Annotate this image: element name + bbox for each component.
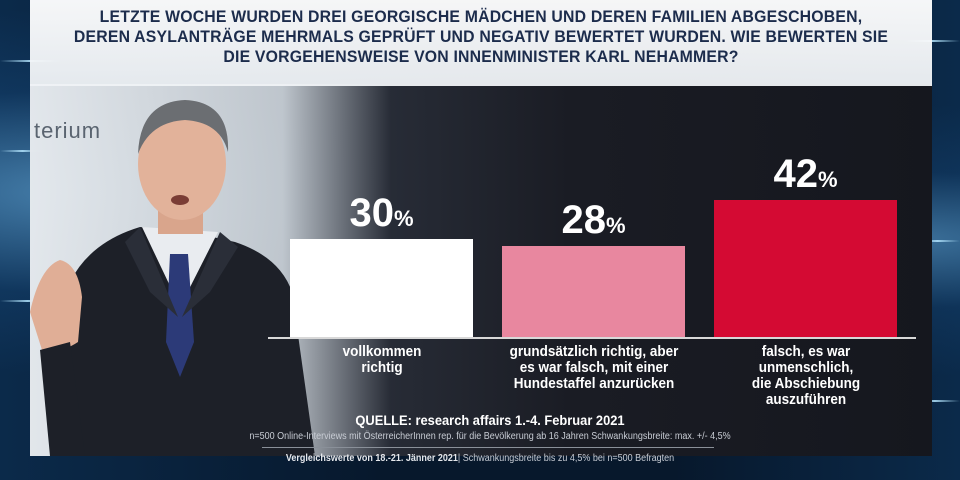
light-streak: [0, 150, 45, 152]
source-label: QUELLE: research affairs 1.-4. Februar 2…: [355, 412, 625, 428]
category-label: vollkommen richtig: [342, 343, 421, 376]
comparison-note: Vergleichswerte von 18.-21. Jänner 2021|…: [285, 453, 675, 464]
title-band: [30, 0, 932, 86]
light-streak: [910, 400, 960, 402]
light-streak: [0, 300, 55, 302]
value-label: 28%: [561, 198, 626, 242]
value-label: 30%: [349, 191, 414, 235]
wall-lettering: terium: [34, 118, 102, 143]
method-note: n=500 Online-Interviews mit Österreicher…: [249, 431, 731, 442]
baseline: [268, 337, 916, 339]
title-line: DEREN ASYLANTRÄGE MEHRMALS GEPRÜFT UND N…: [73, 27, 889, 46]
light-streak: [905, 40, 960, 42]
bar-grundsaetzlich-richtig: [502, 246, 685, 337]
bar-vollkommen-richtig: [290, 239, 473, 337]
title-line: LETZTE WOCHE WURDEN DREI GEORGISCHE MÄDC…: [99, 7, 863, 26]
bar-falsch-unmenschlich: [714, 200, 897, 337]
divider: [262, 447, 714, 448]
light-streak: [915, 240, 960, 242]
speaker-photo: [30, 100, 315, 456]
category-label: falsch, es war unmenschlich, die Abschie…: [751, 343, 860, 408]
title-line: DIE VORGEHENSWEISE VON INNENMINISTER KAR…: [223, 47, 739, 66]
category-label: grundsätzlich richtig, aber es war falsc…: [509, 343, 678, 392]
chart-title: LETZTE WOCHE WURDEN DREI GEORGISCHE MÄDC…: [62, 7, 901, 67]
value-label: 42%: [773, 152, 838, 196]
